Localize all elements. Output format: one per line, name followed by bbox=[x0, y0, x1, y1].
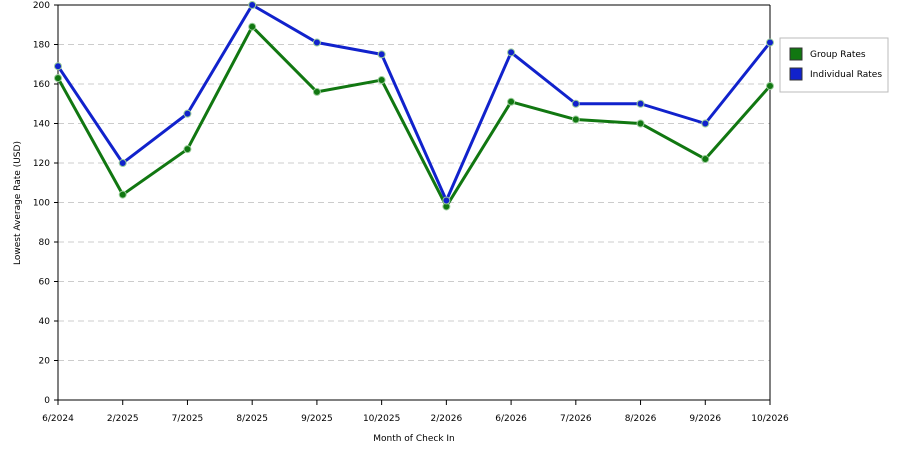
data-point bbox=[766, 81, 774, 90]
data-point bbox=[54, 74, 62, 83]
x-tick-label: 6/2026 bbox=[495, 414, 527, 424]
data-point bbox=[442, 196, 451, 205]
y-tick-label: 160 bbox=[33, 80, 50, 90]
data-point bbox=[183, 145, 192, 154]
y-tick-label: 180 bbox=[33, 41, 50, 51]
data-point bbox=[571, 99, 580, 108]
data-point bbox=[701, 155, 710, 164]
data-point bbox=[312, 87, 321, 96]
x-tick-label: 2/2025 bbox=[107, 414, 139, 424]
x-tick-label: 7/2025 bbox=[172, 414, 204, 424]
y-tick-label: 20 bbox=[39, 357, 51, 367]
legend-label: Individual Rates bbox=[810, 70, 882, 80]
y-tick-label: 200 bbox=[33, 1, 50, 11]
data-point bbox=[636, 119, 645, 128]
data-point bbox=[701, 119, 710, 128]
y-tick-label: 140 bbox=[33, 120, 50, 130]
x-axis-label: Month of Check In bbox=[373, 434, 455, 444]
y-tick-label: 80 bbox=[39, 238, 51, 248]
data-point bbox=[312, 38, 321, 47]
data-point bbox=[118, 159, 127, 167]
data-point bbox=[118, 190, 127, 199]
data-point bbox=[507, 97, 516, 106]
x-tick-label: 9/2025 bbox=[301, 414, 333, 424]
series-line bbox=[56, 3, 772, 203]
data-point bbox=[54, 62, 62, 71]
data-point bbox=[248, 1, 257, 9]
data-point bbox=[636, 99, 645, 108]
x-tick-label: 2/2026 bbox=[431, 414, 463, 424]
series-line bbox=[56, 25, 772, 208]
data-point bbox=[507, 48, 516, 57]
y-tick-label: 40 bbox=[39, 317, 51, 327]
x-tick-label: 10/2025 bbox=[363, 414, 400, 424]
y-axis-label: Lowest Average Rate (USD) bbox=[13, 141, 23, 265]
data-point bbox=[571, 115, 580, 124]
x-tick-label: 9/2026 bbox=[689, 414, 721, 424]
data-point bbox=[377, 76, 386, 85]
legend-swatch bbox=[789, 47, 803, 61]
x-tick-label: 7/2026 bbox=[560, 414, 592, 424]
data-point bbox=[766, 38, 774, 47]
data-point bbox=[377, 50, 386, 59]
y-tick-label: 60 bbox=[39, 278, 51, 288]
x-tick-label: 10/2026 bbox=[751, 414, 789, 424]
x-tick-label: 6/2024 bbox=[42, 414, 74, 424]
legend-box bbox=[779, 37, 889, 93]
data-point bbox=[248, 22, 257, 31]
y-tick-label: 100 bbox=[33, 199, 50, 209]
legend-label: Group Rates bbox=[810, 50, 866, 60]
data-point bbox=[183, 109, 192, 118]
legend-swatch bbox=[789, 67, 803, 81]
y-tick-label: 0 bbox=[44, 396, 50, 406]
x-tick-label: 8/2025 bbox=[236, 414, 268, 424]
y-tick-label: 120 bbox=[33, 159, 50, 169]
x-tick-label: 8/2026 bbox=[625, 414, 657, 424]
